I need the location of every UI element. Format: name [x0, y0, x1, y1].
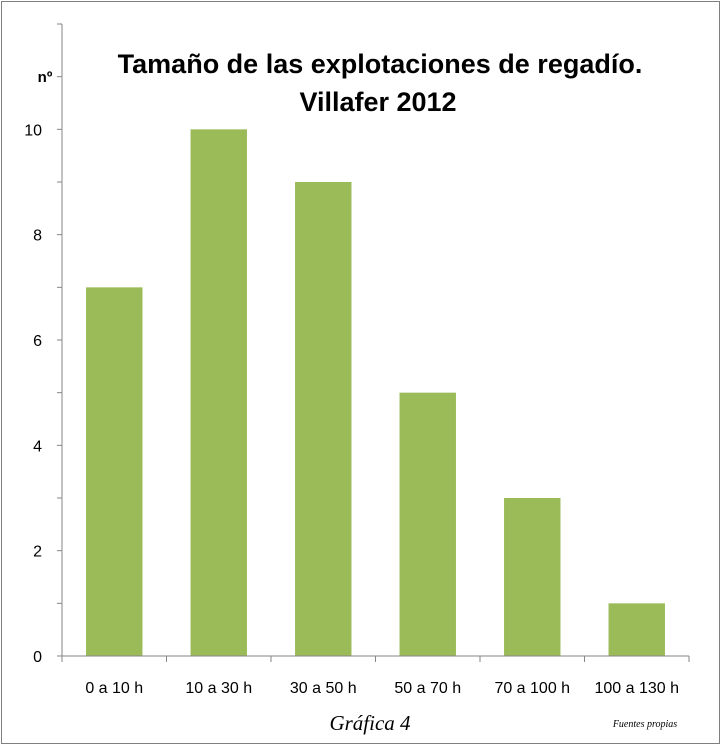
y-tick-label: 0 — [33, 649, 42, 666]
x-axis: 0 a 10 h 10 a 30 h 30 a 50 h 50 a 70 h 70 a … — [61, 655, 690, 697]
x-tick-label: 30 a 50 h — [290, 680, 357, 697]
bar-3 — [295, 182, 352, 656]
y-tick-label: 8 — [33, 228, 42, 245]
figure-caption: Gráfica 4 — [329, 711, 411, 735]
x-tick-label: 70 a 100 h — [494, 680, 570, 697]
x-tick-label: 50 a 70 h — [394, 680, 461, 697]
y-tick-label: 6 — [33, 333, 42, 350]
y-axis-label: nº — [38, 69, 53, 86]
y-axis: 0 2 4 6 8 10 — [24, 23, 63, 666]
y-tick-label: 4 — [33, 438, 42, 455]
bar-1 — [86, 287, 143, 656]
x-tick-label: 0 a 10 h — [85, 680, 143, 697]
x-tick-label: 10 a 30 h — [185, 680, 252, 697]
bar-2 — [190, 129, 247, 657]
bars — [86, 129, 665, 657]
x-tick-label: 100 a 130 h — [594, 680, 679, 697]
bar-6 — [608, 603, 665, 656]
bar-5 — [504, 498, 561, 656]
bar-4 — [399, 392, 456, 656]
y-tick-label: 2 — [33, 544, 42, 561]
chart-title-line-2: Villafer 2012 — [299, 87, 456, 117]
y-tick-label: 10 — [24, 122, 42, 139]
source-note: Fuentes propias — [612, 719, 677, 730]
chart-title-line-1: Tamaño de las explotaciones de regadío. — [118, 49, 643, 79]
